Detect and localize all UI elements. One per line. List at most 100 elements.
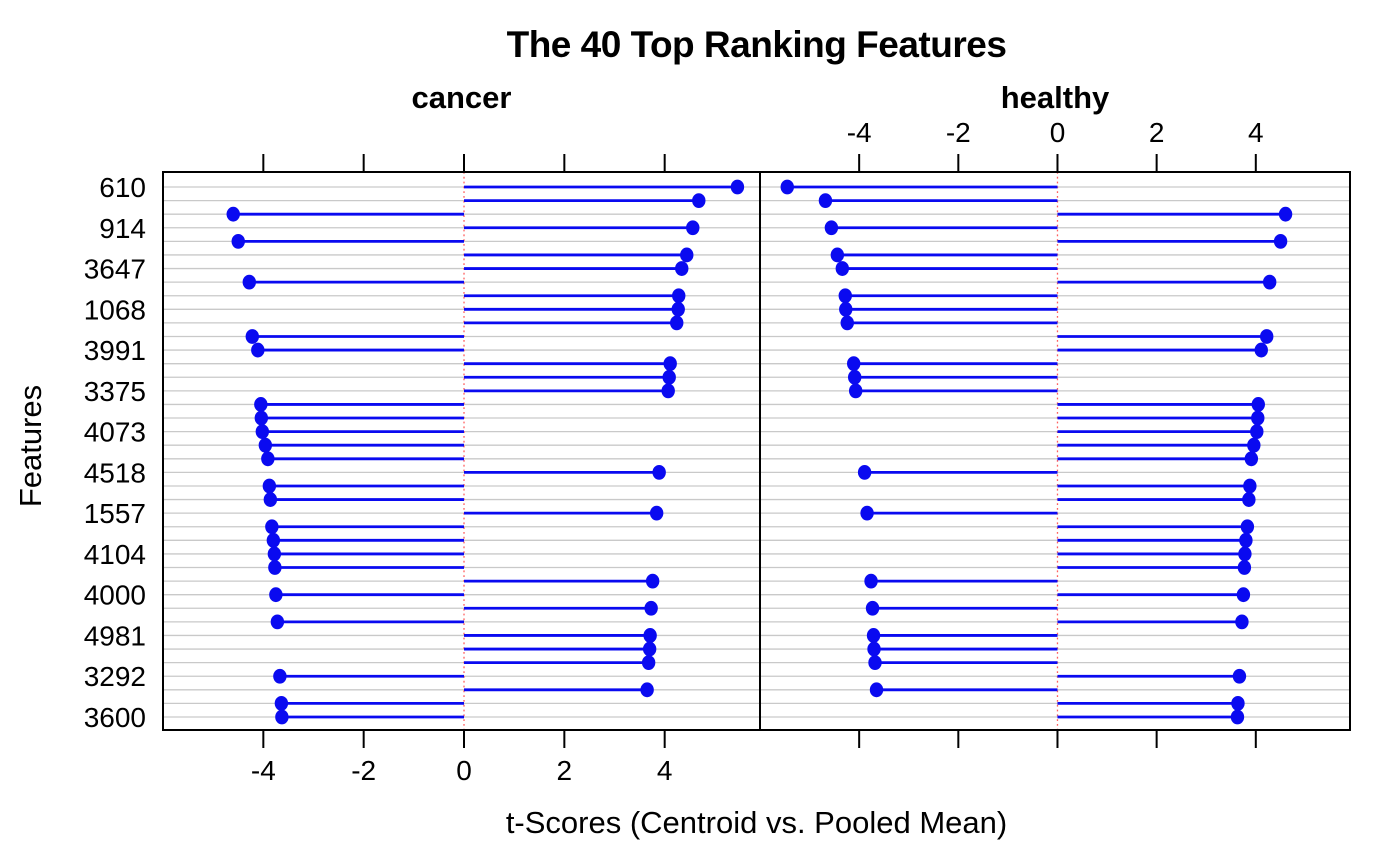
panel-border [759, 171, 1351, 731]
data-point [1232, 668, 1247, 684]
y-axis-feature-label: 4104 [84, 539, 146, 570]
data-point [641, 655, 656, 671]
data-point [865, 600, 880, 616]
data-point [680, 247, 694, 263]
data-point [268, 560, 282, 575]
data-point [1247, 437, 1261, 453]
data-point [261, 451, 275, 467]
x-axis-tick-label: 4 [1248, 117, 1264, 148]
data-point [1243, 478, 1257, 494]
data-point [692, 193, 706, 208]
x-axis-tick-label: 4 [657, 755, 673, 786]
x-axis-tick-label: 0 [1050, 117, 1066, 148]
data-point [661, 383, 675, 399]
data-point [262, 478, 277, 494]
data-point [857, 464, 872, 480]
data-point [830, 247, 845, 263]
y-axis-feature-label: 4981 [84, 620, 146, 651]
data-point [824, 220, 839, 236]
chart-title: The 40 Top Ranking Features [506, 24, 1007, 65]
data-point [866, 628, 881, 643]
y-axis-feature-label: 4073 [84, 417, 146, 448]
data-point [265, 519, 279, 535]
y-axis-feature-label: 3647 [84, 254, 146, 285]
data-point [644, 600, 658, 616]
panel-strip-healthy: healthy [1000, 80, 1110, 115]
data-point [1251, 410, 1265, 426]
data-point [670, 315, 684, 331]
y-axis-feature-label: 3600 [84, 702, 146, 733]
data-point [1238, 546, 1252, 562]
y-axis-feature-label: 4000 [84, 580, 146, 611]
data-point [1254, 342, 1268, 358]
y-axis-feature-label: 3991 [84, 335, 146, 366]
data-point [645, 573, 660, 589]
x-axis-tick-label: -4 [847, 117, 872, 148]
y-axis-feature-label: 3292 [84, 661, 146, 692]
data-point [258, 437, 273, 453]
data-point [643, 628, 657, 643]
data-point [273, 668, 287, 684]
data-point [231, 233, 245, 249]
data-point [835, 261, 850, 276]
data-point [838, 288, 852, 304]
data-point [860, 505, 874, 521]
y-axis-feature-label: 610 [99, 172, 146, 203]
data-point [255, 424, 270, 440]
data-point [1260, 329, 1274, 344]
data-point [1235, 614, 1249, 630]
y-axis-feature-label: 914 [99, 213, 146, 244]
data-point [652, 464, 666, 480]
data-point [640, 682, 654, 698]
data-point [663, 356, 677, 372]
data-point [1244, 451, 1259, 467]
data-point [1250, 424, 1264, 440]
data-point [780, 179, 794, 195]
data-point [671, 301, 685, 317]
data-point [686, 220, 700, 236]
y-axis-title: Features [13, 384, 48, 508]
x-axis-tick-label: -4 [251, 755, 276, 786]
data-point [270, 614, 285, 630]
data-point [266, 532, 281, 548]
data-point [642, 641, 657, 657]
panel-strip-cancer: cancer [411, 80, 512, 115]
x-axis-tick-label: -2 [946, 117, 971, 148]
data-point [269, 587, 283, 603]
data-point [274, 696, 289, 711]
y-axis-feature-label: 4518 [84, 457, 146, 488]
data-point [242, 274, 256, 290]
data-point [662, 369, 676, 385]
data-point [1262, 274, 1277, 290]
data-point [254, 410, 269, 426]
data-point [1236, 587, 1251, 603]
data-point [848, 383, 863, 399]
x-axis-tick-label: 0 [456, 755, 472, 786]
y-axis-feature-label: 1557 [84, 498, 146, 529]
data-point [251, 342, 265, 358]
data-point [1242, 492, 1256, 507]
data-point [869, 682, 884, 698]
x-axis-title: t-Scores (Centroid vs. Pooled Mean) [505, 805, 1008, 840]
data-point [1273, 233, 1288, 249]
data-point [839, 301, 853, 317]
data-point [730, 179, 745, 195]
y-axis-feature-label: 1068 [84, 294, 146, 325]
data-point [263, 492, 278, 507]
data-point [1251, 397, 1265, 412]
data-point [672, 288, 686, 304]
data-point [867, 641, 881, 657]
data-point [1240, 519, 1255, 535]
data-point [868, 655, 882, 671]
y-axis-feature-label: 3375 [84, 376, 146, 407]
data-point [226, 206, 240, 222]
data-point [254, 397, 268, 412]
data-point [818, 193, 833, 208]
data-point [1278, 206, 1293, 222]
data-point [649, 505, 664, 521]
data-point [1237, 560, 1252, 575]
data-point [847, 356, 861, 372]
data-point [840, 315, 854, 331]
